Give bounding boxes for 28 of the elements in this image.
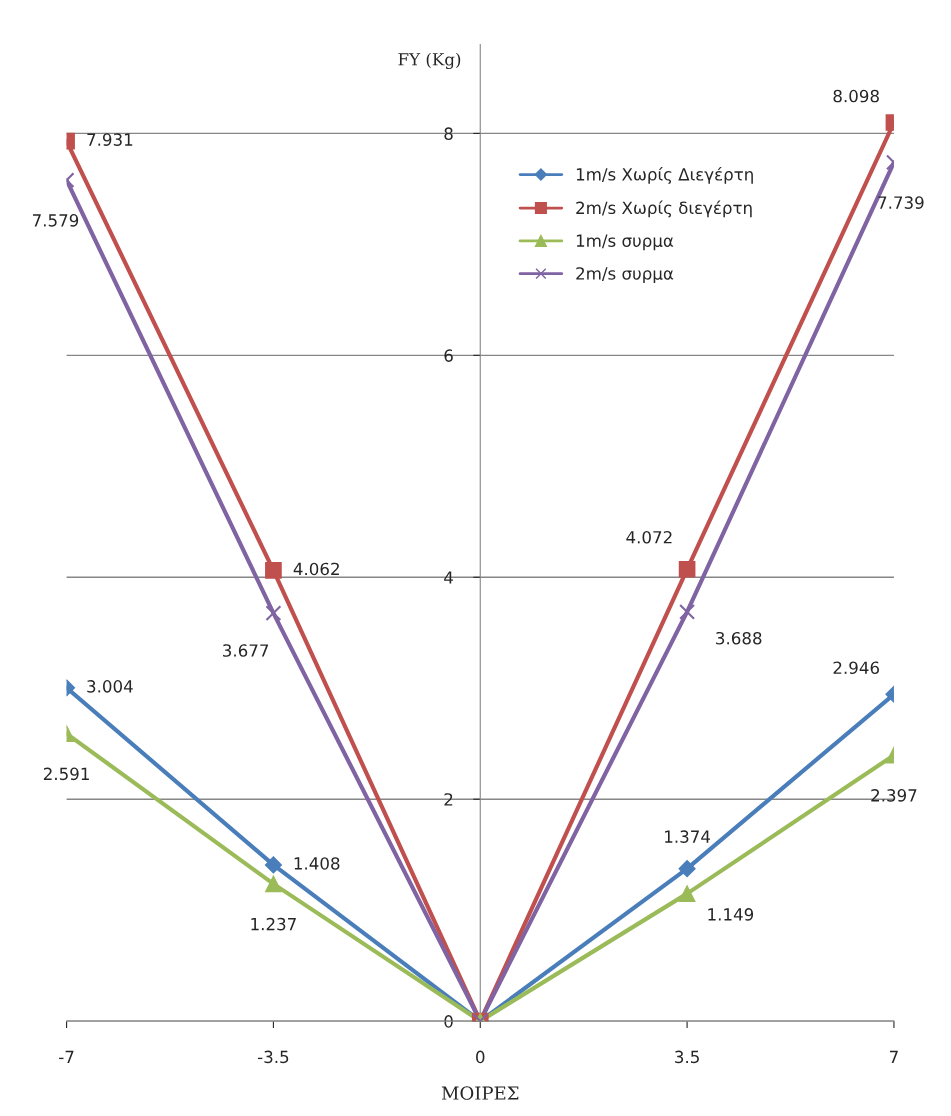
y-tick-label: 0 [444,1015,453,1028]
legend-label: 1m/s συρμα [576,234,674,251]
data-label: 7.931 [87,133,133,146]
data-label: 7.739 [878,196,924,209]
data-label: 2.946 [833,661,879,675]
data-label: 3.677 [223,644,269,657]
y-axis-title: FY (Kg) [398,52,461,70]
data-label: 4.062 [293,562,339,576]
data-label: 8.098 [833,89,879,103]
x-tick-label: -3.5 [257,1050,289,1064]
x-tick-label: 0 [476,1050,485,1064]
legend-label: 1m/s Χωρίς Διεγέρτη [576,167,753,184]
x-tick-label: 7 [890,1050,898,1063]
legend-label: 2m/s Χωρίς διεγέρτη [576,200,752,218]
data-label: 1.408 [294,857,340,870]
x-axis-title: ΜΟΙΡΕΣ [441,1086,519,1100]
data-label: 7.579 [32,214,79,227]
data-label: 1.237 [251,917,296,931]
data-label: 3.004 [87,680,133,693]
data-label: 1.149 [708,908,754,921]
data-label: 3.688 [716,631,762,645]
data-label: 1.374 [665,830,711,843]
data-label: 2.397 [871,789,917,802]
x-tick-label: -7 [59,1050,74,1063]
legend-label: 2m/s συρμα [576,267,674,283]
x-tick-label: 3.5 [675,1050,699,1064]
data-label: 4.072 [626,530,672,544]
data-label: 2.591 [43,767,89,781]
